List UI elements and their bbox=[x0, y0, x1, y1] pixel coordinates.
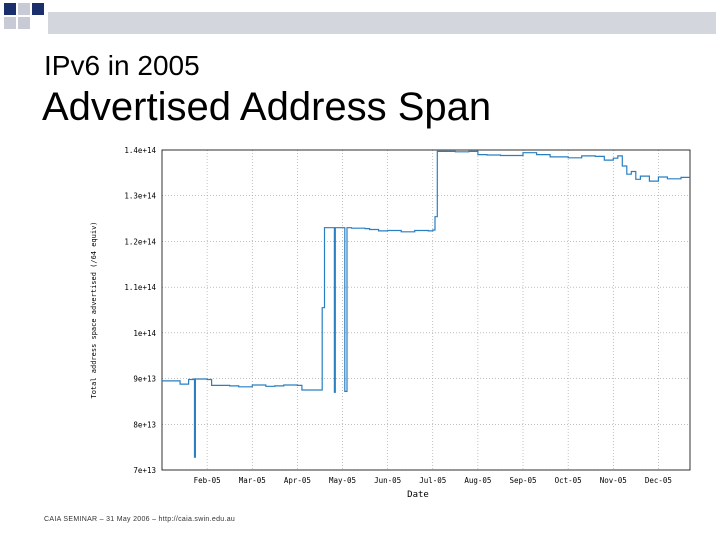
slide-subtitle: IPv6 in 2005 bbox=[44, 50, 200, 81]
deco-square-light-1 bbox=[18, 3, 30, 15]
x-tick-label: Apr-05 bbox=[284, 476, 311, 485]
deco-square-light-3 bbox=[18, 17, 30, 29]
y-tick-label: 1.1e+14 bbox=[124, 283, 156, 292]
series-line-advertised-span bbox=[162, 150, 690, 458]
deco-square-light-2 bbox=[4, 17, 16, 29]
deco-bar bbox=[48, 12, 716, 34]
y-tick-label: 9e+13 bbox=[133, 375, 156, 384]
y-tick-label: 8e+13 bbox=[133, 420, 156, 429]
plot-frame bbox=[161, 149, 691, 471]
x-tick-label: Feb-05 bbox=[194, 476, 221, 485]
x-tick-label: Jul-05 bbox=[419, 476, 446, 485]
slide-footer: CAIA SEMINAR – 31 May 2006 – http://caia… bbox=[44, 516, 236, 523]
grid-layer bbox=[162, 149, 690, 471]
x-tick-label: Aug-05 bbox=[464, 476, 491, 485]
y-tick-layer: 7e+13 8e+13 9e+13 1e+14 1.1e+14 1.2e+14 1.3e+1… bbox=[124, 146, 156, 475]
deco-square-dark-2 bbox=[32, 3, 44, 15]
x-tick-label: Jun-05 bbox=[374, 476, 401, 485]
x-tick-label: Sep-05 bbox=[509, 476, 536, 485]
slide-title: Advertised Address Span bbox=[42, 85, 492, 129]
x-tick-label: Dec-05 bbox=[645, 476, 672, 485]
header-decoration bbox=[4, 3, 716, 34]
y-tick-label: 1e+14 bbox=[133, 329, 156, 338]
x-tick-label: Oct-05 bbox=[555, 476, 582, 485]
y-axis-label: Total address space advertised (/64 equi… bbox=[90, 221, 98, 398]
x-axis-label: Date bbox=[407, 490, 429, 500]
x-tick-label: Mar-05 bbox=[239, 476, 266, 485]
x-tick-layer: Feb-05 Mar-05 Apr-05 May-05 Jun-05 Jul-05 Aug-… bbox=[194, 476, 672, 485]
x-tick-label: May-05 bbox=[329, 476, 356, 485]
y-tick-label: 1.3e+14 bbox=[124, 192, 156, 201]
x-tick-label: Nov-05 bbox=[600, 476, 627, 485]
deco-square-dark-1 bbox=[4, 3, 16, 15]
y-tick-label: 1.2e+14 bbox=[124, 237, 156, 246]
y-tick-label: 1.4e+14 bbox=[124, 146, 156, 155]
address-span-chart: 7e+13 8e+13 9e+13 1e+14 1.1e+14 1.2e+14 1.3e+1… bbox=[90, 146, 691, 500]
y-tick-label: 7e+13 bbox=[133, 466, 156, 475]
